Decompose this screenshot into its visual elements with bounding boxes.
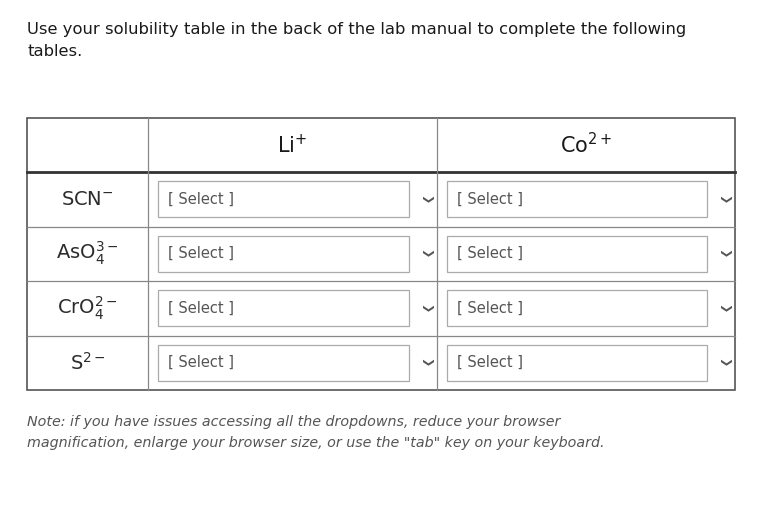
- Bar: [158, 181, 409, 217]
- Text: ❯: ❯: [718, 195, 730, 204]
- Text: [ Select ]: [ Select ]: [457, 192, 523, 207]
- Text: [ Select ]: [ Select ]: [457, 246, 523, 261]
- Text: Note: if you have issues accessing all the dropdowns, reduce your browser
magnif: Note: if you have issues accessing all t…: [27, 415, 604, 450]
- Bar: [158, 290, 409, 326]
- Text: [ Select ]: [ Select ]: [168, 192, 234, 207]
- Text: ❯: ❯: [421, 358, 431, 368]
- Bar: [447, 345, 707, 381]
- Bar: [447, 236, 707, 272]
- Text: $\mathregular{AsO_4^{3-}}$: $\mathregular{AsO_4^{3-}}$: [56, 240, 119, 267]
- Text: [ Select ]: [ Select ]: [168, 355, 234, 370]
- Text: [ Select ]: [ Select ]: [457, 355, 523, 370]
- Text: $\mathregular{Li^{+}}$: $\mathregular{Li^{+}}$: [277, 133, 307, 157]
- Text: [ Select ]: [ Select ]: [457, 301, 523, 316]
- Text: [ Select ]: [ Select ]: [168, 246, 234, 261]
- Text: ❯: ❯: [421, 249, 431, 259]
- Text: $\mathregular{S^{2-}}$: $\mathregular{S^{2-}}$: [69, 352, 106, 374]
- Bar: [27, 118, 735, 390]
- Text: $\mathregular{SCN^{-}}$: $\mathregular{SCN^{-}}$: [61, 190, 114, 209]
- Text: ❯: ❯: [421, 304, 431, 313]
- Bar: [158, 236, 409, 272]
- Bar: [447, 181, 707, 217]
- Text: ❯: ❯: [718, 249, 730, 259]
- Text: $\mathregular{Co^{2+}}$: $\mathregular{Co^{2+}}$: [560, 133, 612, 158]
- Bar: [158, 345, 409, 381]
- Text: ❯: ❯: [421, 195, 431, 204]
- Text: Use your solubility table in the back of the lab manual to complete the followin: Use your solubility table in the back of…: [27, 22, 686, 58]
- Text: [ Select ]: [ Select ]: [168, 301, 234, 316]
- Text: $\mathregular{CrO_4^{2-}}$: $\mathregular{CrO_4^{2-}}$: [57, 294, 118, 322]
- Text: ❯: ❯: [718, 304, 730, 313]
- Bar: [447, 290, 707, 326]
- Text: ❯: ❯: [718, 358, 730, 368]
